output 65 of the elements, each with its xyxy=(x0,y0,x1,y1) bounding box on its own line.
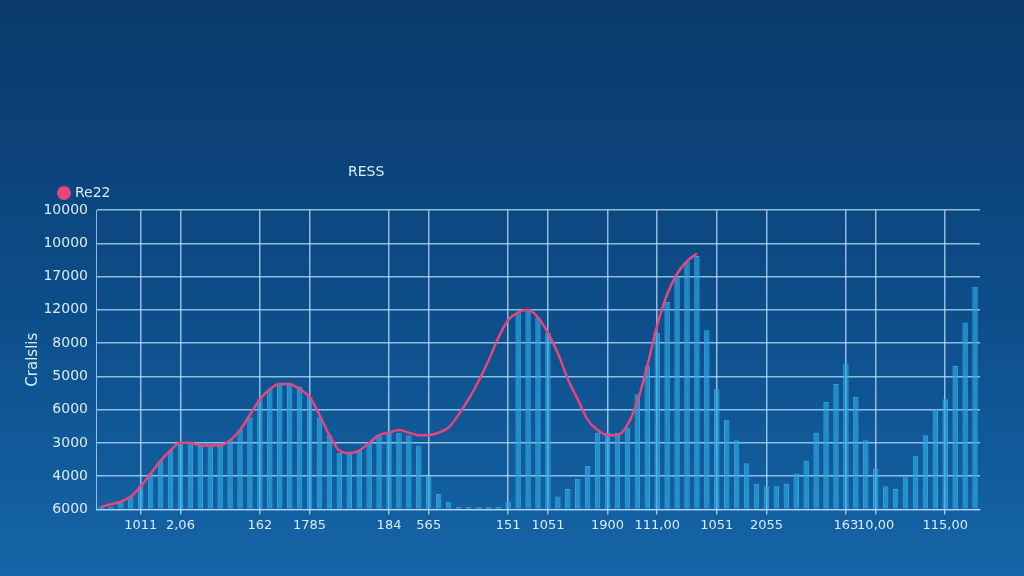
bar xyxy=(267,389,273,509)
bar xyxy=(396,432,402,509)
bar xyxy=(555,496,561,509)
x-tick-label: 115,00 xyxy=(922,516,968,532)
bar xyxy=(535,317,541,509)
text: 17000 xyxy=(43,267,88,284)
x-tick-label: 1011 xyxy=(124,516,158,532)
x-tick-label: 2,06 xyxy=(165,516,195,532)
text: 12000 xyxy=(43,300,88,317)
x-tick-label: 184 xyxy=(376,516,402,532)
bar xyxy=(207,445,213,509)
bar xyxy=(813,432,819,509)
bar xyxy=(684,261,690,509)
bar xyxy=(823,401,829,509)
text: 5000 xyxy=(52,366,88,383)
bar xyxy=(515,312,521,509)
bar xyxy=(257,399,263,509)
text: 10000 xyxy=(43,200,88,217)
x-tick-label: 1051 xyxy=(531,516,565,532)
bar xyxy=(356,450,362,509)
y-axis-title: Cralslis xyxy=(22,332,41,387)
bar xyxy=(247,417,253,509)
bar xyxy=(803,460,809,509)
bar xyxy=(525,309,531,509)
bar xyxy=(654,332,660,509)
bar xyxy=(704,330,710,509)
bar xyxy=(416,445,422,509)
bar xyxy=(843,363,849,509)
text: 6000 xyxy=(52,500,88,517)
text: 8000 xyxy=(52,333,88,350)
x-tick-label: 111,00 xyxy=(634,516,680,532)
bar xyxy=(406,435,412,509)
text: 6000 xyxy=(52,400,88,417)
x-tick-label: 151 xyxy=(495,516,521,532)
text: 3000 xyxy=(52,433,88,450)
legend-label: Re22 xyxy=(75,183,111,200)
bar xyxy=(376,435,382,509)
x-tick-label: 2055 xyxy=(749,516,783,532)
bar xyxy=(863,440,869,509)
bar xyxy=(962,322,968,509)
bar xyxy=(366,442,372,509)
x-tick-label: 163 xyxy=(833,516,859,532)
bar xyxy=(694,256,700,509)
bar xyxy=(972,286,978,509)
text: 10000 xyxy=(43,233,88,250)
bar xyxy=(952,366,958,509)
x-tick-label: 1900 xyxy=(590,516,625,532)
text: RESS xyxy=(348,162,385,179)
text: 4000 xyxy=(52,466,88,483)
bar xyxy=(386,432,392,509)
x-tick-label: 162 xyxy=(247,516,273,532)
bar xyxy=(227,440,233,509)
bar xyxy=(714,389,720,509)
x-tick-label: 10,00 xyxy=(857,516,895,532)
bar xyxy=(237,430,243,509)
bar xyxy=(674,276,680,509)
bar xyxy=(853,396,859,509)
bar xyxy=(545,332,551,509)
bar xyxy=(217,445,223,509)
bar xyxy=(565,488,571,509)
x-tick-label: 565 xyxy=(416,516,442,532)
bar xyxy=(664,302,670,509)
x-tick-label: 1785 xyxy=(293,516,327,532)
bar xyxy=(833,384,839,509)
x-tick-label: 1051 xyxy=(700,516,734,532)
